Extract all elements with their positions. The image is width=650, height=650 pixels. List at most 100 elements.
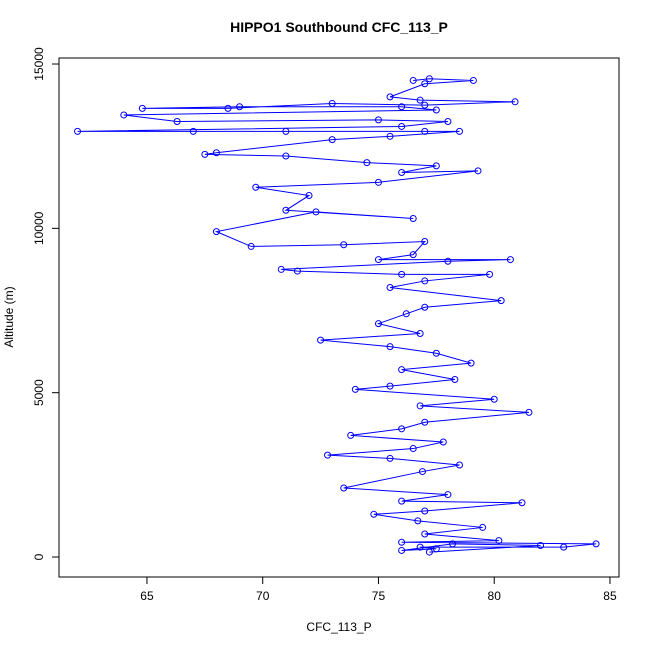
data-point — [386, 132, 394, 140]
data-point — [236, 103, 244, 111]
data-point — [386, 454, 394, 462]
data-point — [402, 310, 410, 318]
data-point — [592, 540, 600, 548]
data-point — [374, 178, 382, 186]
y-tick-label: 10000 — [32, 211, 46, 245]
data-point — [252, 183, 260, 191]
data-point — [421, 101, 429, 109]
data-point — [328, 136, 336, 144]
data-point — [317, 336, 325, 344]
data-point — [293, 267, 301, 275]
data-point — [74, 127, 82, 135]
data-point — [421, 277, 429, 285]
data-point — [444, 118, 452, 126]
data-point — [351, 385, 359, 393]
y-tick-label: 15000 — [32, 47, 46, 81]
data-point — [421, 507, 429, 515]
data-point — [398, 168, 406, 176]
data-point — [444, 257, 452, 265]
x-tick-label: 65 — [140, 589, 154, 603]
x-axis-label: CFC_113_P — [306, 620, 371, 634]
data-point — [444, 491, 452, 499]
data-point — [451, 376, 459, 384]
data-point — [490, 395, 498, 403]
data-point — [305, 191, 313, 199]
data-point — [398, 497, 406, 505]
data-point — [421, 530, 429, 538]
data-point — [409, 76, 417, 84]
chart-title: HIPPO1 Southbound CFC_113_P — [230, 19, 448, 35]
y-axis-label: Altitude (m) — [2, 286, 16, 347]
data-point — [386, 93, 394, 101]
data-point — [409, 214, 417, 222]
data-point — [347, 431, 355, 439]
data-point — [525, 408, 533, 416]
data-point — [282, 127, 290, 135]
data-point — [409, 445, 417, 453]
data-point — [212, 149, 220, 157]
data-point — [467, 359, 475, 367]
data-point — [416, 330, 424, 338]
data-point — [432, 349, 440, 357]
data-point — [120, 111, 128, 119]
data-point — [324, 451, 332, 459]
data-point — [398, 270, 406, 278]
y-tick-label: 0 — [32, 553, 46, 560]
data-point — [201, 150, 209, 158]
x-tick-label: 70 — [256, 589, 270, 603]
data-point — [189, 127, 197, 135]
data-point — [374, 116, 382, 124]
data-point — [418, 468, 426, 476]
data-point — [312, 208, 320, 216]
data-point — [479, 523, 487, 531]
data-point — [398, 366, 406, 374]
data-point — [511, 98, 519, 106]
data-point — [173, 118, 181, 126]
data-point — [469, 76, 477, 84]
data-point — [455, 127, 463, 135]
data-point — [340, 241, 348, 249]
x-tick-label: 85 — [603, 589, 617, 603]
data-point — [409, 251, 417, 259]
data-point — [363, 159, 371, 167]
data-point — [416, 543, 424, 551]
data-point — [138, 104, 146, 112]
data-point — [432, 545, 440, 553]
data-point — [421, 418, 429, 426]
data-point — [560, 543, 568, 551]
plot-frame — [58, 57, 620, 578]
data-point — [277, 265, 285, 273]
x-tick-label: 80 — [488, 589, 502, 603]
data-point — [474, 167, 482, 175]
x-tick-label: 75 — [372, 589, 386, 603]
data-point — [416, 96, 424, 104]
data-point — [421, 303, 429, 311]
data-point — [398, 538, 406, 546]
data-point — [421, 80, 429, 88]
data-point — [432, 162, 440, 170]
data-point — [449, 540, 457, 548]
data-point — [370, 510, 378, 518]
data-point — [432, 106, 440, 114]
data-point — [425, 548, 433, 556]
data-point — [398, 425, 406, 433]
data-point — [497, 297, 505, 305]
data-point — [386, 284, 394, 292]
data-point — [398, 122, 406, 130]
data-point — [282, 206, 290, 214]
data-point — [439, 438, 447, 446]
data-point — [416, 402, 424, 410]
data-point — [414, 517, 422, 525]
y-tick-label: 5000 — [32, 379, 46, 406]
data-point — [495, 537, 503, 545]
data-point — [374, 320, 382, 328]
data-line — [77, 78, 597, 553]
data-point — [421, 127, 429, 135]
data-point — [340, 484, 348, 492]
data-point — [455, 461, 463, 469]
data-point — [398, 103, 406, 111]
data-point — [386, 343, 394, 351]
data-point — [374, 256, 382, 264]
